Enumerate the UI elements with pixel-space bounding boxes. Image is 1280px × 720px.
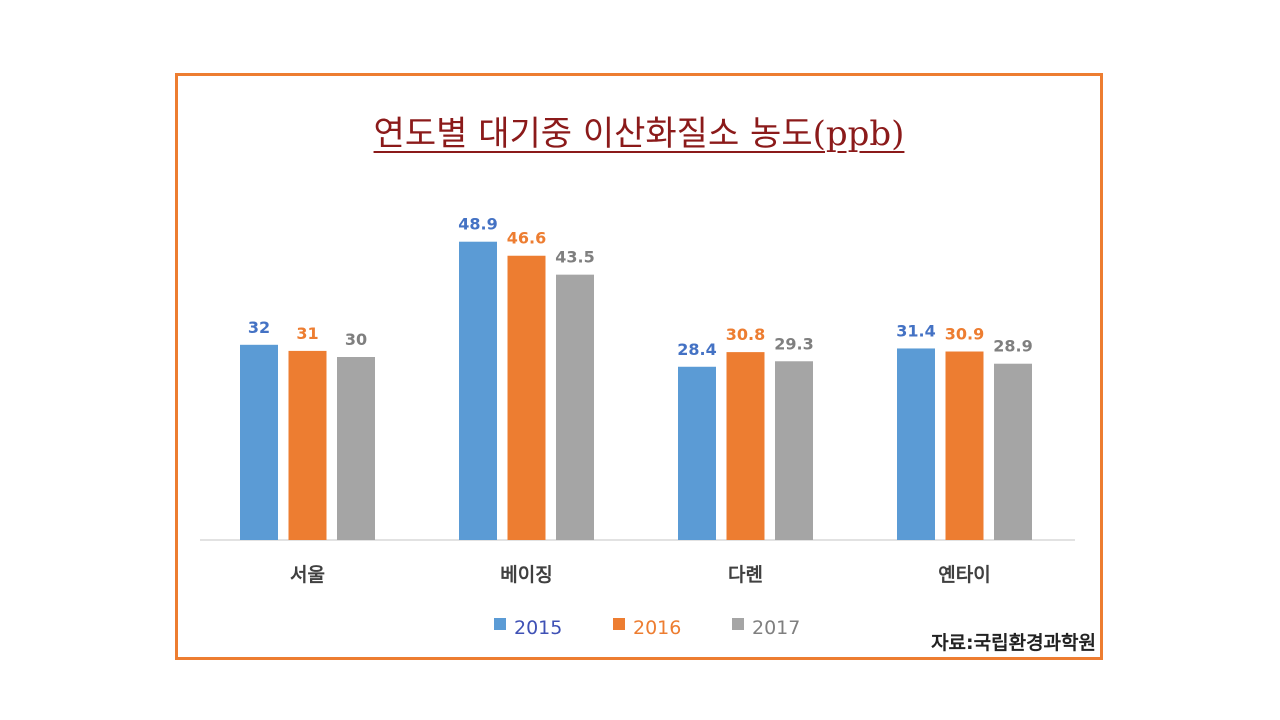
- data-label-2017-2: 29.3: [774, 334, 813, 353]
- bar-2017-1: [556, 274, 594, 540]
- chart-title: 연도별 대기중 이산화질소 농도(ppb): [373, 114, 905, 154]
- bar-2016-1: [507, 255, 546, 541]
- data-label-2015-2: 28.4: [677, 340, 716, 359]
- data-label-2017-0: 30: [345, 330, 367, 349]
- bar-2016-3: [945, 351, 984, 540]
- source-note: 자료:국립환경과학원: [931, 632, 1096, 654]
- data-label-2015-3: 31.4: [896, 321, 935, 340]
- legend-label-2015: 2015: [514, 617, 562, 639]
- bar-2016-2: [726, 352, 765, 540]
- data-label-2016-2: 30.8: [726, 325, 765, 344]
- data-label-2017-3: 28.9: [993, 337, 1032, 356]
- bar-2017-3: [994, 363, 1032, 540]
- data-label-2016-1: 46.6: [507, 229, 546, 248]
- data-label-2016-0: 31: [296, 324, 318, 343]
- bar-2015-1: [459, 241, 497, 540]
- category-label-1: 베이징: [500, 564, 552, 586]
- category-label-2: 다롄: [728, 564, 763, 586]
- bar-2015-0: [240, 344, 278, 540]
- legend-marker-2016: [613, 618, 625, 630]
- legend-marker-2015: [494, 618, 506, 630]
- category-label-0: 서울: [290, 564, 325, 586]
- data-label-2015-0: 32: [248, 318, 270, 337]
- category-label-3: 옌타이: [938, 564, 990, 586]
- data-label-2016-3: 30.9: [945, 325, 984, 344]
- bar-2015-3: [897, 348, 935, 540]
- bar-2015-2: [678, 366, 716, 540]
- data-label-2017-1: 43.5: [555, 248, 594, 267]
- bar-2017-2: [775, 361, 813, 540]
- data-label-2015-1: 48.9: [458, 215, 497, 234]
- legend-label-2016: 2016: [633, 617, 681, 639]
- legend-label-2017: 2017: [752, 617, 800, 639]
- bar-2016-0: [288, 350, 327, 540]
- bar-2017-0: [337, 357, 375, 540]
- legend-marker-2017: [732, 618, 744, 630]
